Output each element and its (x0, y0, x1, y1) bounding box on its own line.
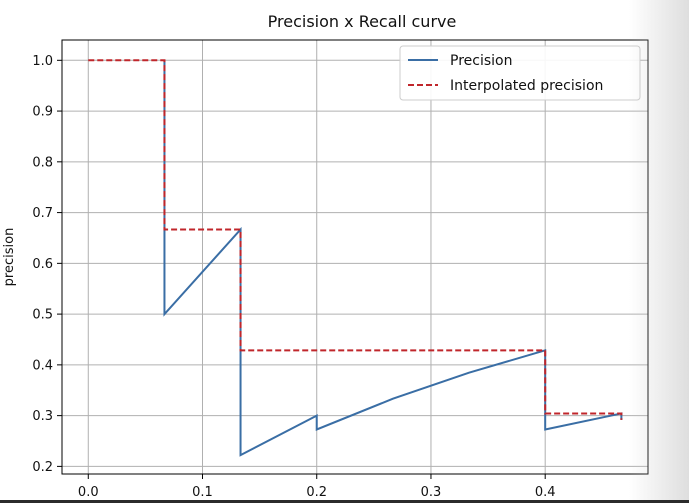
x-tick-label: 0.2 (306, 485, 327, 500)
x-tick-label: 0.0 (78, 485, 99, 500)
y-tick-label: 0.8 (32, 155, 53, 170)
axis-ticks: 0.0 0.1 0.2 0.3 0.4 0.2 0.3 0.4 0.5 0.6 0.7 0.8 0.9 1… (32, 54, 555, 500)
y-tick-label: 0.5 (32, 308, 53, 323)
precision-series-line (163, 60, 623, 457)
y-tick-label: 1.0 (32, 54, 53, 69)
plot-frame (61, 39, 649, 475)
window-bottom-edge (0, 500, 689, 503)
y-tick-label: 0.2 (32, 460, 53, 475)
y-tick-label: 0.7 (32, 206, 53, 221)
legend-label-precision: Precision (450, 53, 512, 69)
legend: Precision Interpolated precision (399, 45, 641, 101)
series-lines (88, 59, 623, 457)
x-tick-label: 0.1 (192, 485, 213, 500)
x-tick-label: 0.3 (421, 485, 442, 500)
y-tick-label: 0.6 (32, 257, 53, 272)
legend-label-interpolated: Interpolated precision (450, 78, 603, 94)
y-tick-label: 0.4 (32, 358, 53, 373)
grid-lines (62, 40, 648, 474)
x-tick-label: 0.4 (535, 485, 556, 500)
y-axis-label: precision (2, 228, 17, 287)
y-tick-label: 0.3 (32, 409, 53, 424)
interpolated-precision-series-line (88, 59, 623, 420)
y-tick-label: 0.9 (32, 105, 53, 120)
chart-title: Precision x Recall curve (268, 12, 457, 31)
